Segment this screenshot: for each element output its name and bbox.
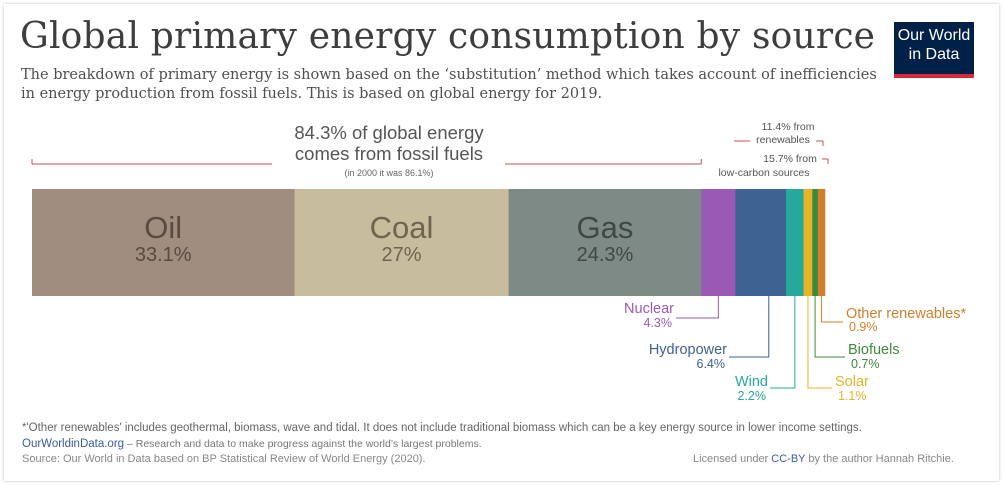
bar-value-gas: 24.3% xyxy=(577,244,634,266)
leader-value-biofuels: 0.7% xyxy=(851,357,880,371)
logo-line1: Our World xyxy=(897,27,971,44)
leader-line-solar xyxy=(807,296,832,389)
leader-value-wind: 2.2% xyxy=(738,389,767,403)
owid-link[interactable]: OurWorldinData.org xyxy=(22,438,125,450)
leader-line-nuclear xyxy=(676,296,719,319)
bar-segment-hydropower xyxy=(735,189,787,296)
leader-label-solar: Solar xyxy=(835,374,869,390)
logo-line2: in Data xyxy=(908,46,960,63)
logo-accent-bar xyxy=(894,74,974,78)
leader-label-wind: Wind xyxy=(735,374,768,390)
leader-label-biofuels: Biofuels xyxy=(848,342,900,358)
owid-logo[interactable]: Our World in Data xyxy=(894,22,974,78)
leader-value-solar: 1.1% xyxy=(838,389,867,403)
license-text: Licensed under CC-BY by the author Hanna… xyxy=(693,453,954,465)
footnote: *'Other renewables' includes geothermal,… xyxy=(22,422,862,434)
bar-value-oil: 33.1% xyxy=(135,244,192,266)
fossil-annotation-note: (in 2000 it was 86.1%) xyxy=(344,168,433,178)
lowcarbon-annotation-line2: low-carbon sources xyxy=(718,167,809,179)
lowcarbon-annotation-line1: 15.7% from xyxy=(763,153,817,165)
license-link[interactable]: CC-BY xyxy=(771,453,806,465)
fossil-annotation-line2: comes from fossil fuels xyxy=(295,143,483,164)
source-text: Source: Our World in Data based on BP St… xyxy=(22,453,426,465)
leader-value-nuclear: 4.3% xyxy=(644,316,673,330)
leader-line-biofuels xyxy=(814,296,845,358)
bar-segment-solar xyxy=(803,189,813,296)
chart-title: Global primary energy consumption by sou… xyxy=(20,16,876,57)
license-suffix: by the author Hannah Ritchie. xyxy=(805,453,954,465)
leader-label-other-renewables: Other renewables* xyxy=(846,306,966,322)
leader-value-hydropower: 6.4% xyxy=(697,357,726,371)
bar-label-coal: Coal xyxy=(370,210,434,245)
fossil-annotation-line1: 84.3% of global energy xyxy=(294,122,484,143)
bar-label-oil: Oil xyxy=(144,210,182,245)
bar-segment-nuclear xyxy=(701,189,736,296)
bar-segment-biofuels xyxy=(812,189,819,296)
bar-segment-gas xyxy=(508,189,702,296)
leader-line-wind xyxy=(770,296,796,389)
renewables-annotation-line2: renewables xyxy=(756,134,810,146)
renewables-annotation-line1: 11.4% from xyxy=(762,121,815,133)
leader-value-other-renewables: 0.9% xyxy=(849,320,878,334)
leader-label-hydropower: Hydropower xyxy=(649,342,727,358)
bar-segment-other-renewables xyxy=(817,189,826,296)
bar-segment-coal xyxy=(294,189,509,296)
leader-line-hydropower xyxy=(729,296,770,358)
leader-label-nuclear: Nuclear xyxy=(624,301,674,317)
license-prefix: Licensed under xyxy=(693,453,772,465)
owid-description: – Research and data to make progress aga… xyxy=(124,438,482,450)
bar-value-coal: 27% xyxy=(382,244,422,266)
bar-label-gas: Gas xyxy=(577,210,634,245)
owid-credit: OurWorldinData.org – Research and data t… xyxy=(22,438,482,450)
chart-subtitle-line1: The breakdown of primary energy is shown… xyxy=(21,67,877,83)
bar-segment-oil xyxy=(32,189,295,296)
bar-segment-wind xyxy=(786,189,804,296)
chart-subtitle-line2: in energy production from fossil fuels. … xyxy=(21,86,603,102)
leader-line-other-renewables xyxy=(820,296,843,323)
